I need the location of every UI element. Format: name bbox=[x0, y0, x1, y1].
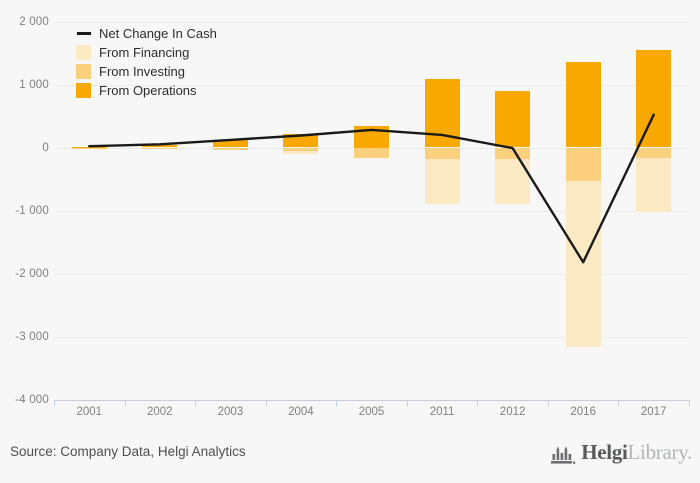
legend-label: From Financing bbox=[99, 45, 190, 60]
y-tick-label: -1 000 bbox=[15, 204, 49, 217]
x-tick-label: 2005 bbox=[358, 405, 385, 418]
bar-segment-from-operations-2017[interactable] bbox=[636, 49, 672, 148]
legend-label: Net Change In Cash bbox=[99, 26, 217, 41]
bar-segment-from-financing-2004[interactable] bbox=[283, 151, 319, 155]
chart-legend: Net Change In Cash From Financing From Inv… bbox=[76, 24, 217, 100]
bar-segment-from-investing-2016[interactable] bbox=[565, 147, 601, 181]
helgi-library-logo[interactable]: Helgi Library. bbox=[550, 438, 692, 466]
bar-segment-from-investing-2005[interactable] bbox=[354, 147, 389, 158]
x-tick-label: 2001 bbox=[76, 405, 103, 418]
legend-item-from-investing[interactable]: From Investing bbox=[76, 62, 217, 81]
bar-segment-from-investing-2003[interactable] bbox=[212, 147, 248, 150]
gridline bbox=[54, 84, 689, 86]
bar-segment-from-operations-2012[interactable] bbox=[495, 91, 531, 148]
bar-segment-from-operations-2003[interactable] bbox=[212, 139, 248, 148]
x-tick-label: 2002 bbox=[147, 405, 173, 418]
x-tick-label: 2003 bbox=[217, 405, 244, 418]
y-tick-label: 2 000 bbox=[19, 15, 49, 28]
x-tick-label: 2004 bbox=[288, 405, 314, 418]
x-axis-tick bbox=[195, 399, 197, 406]
source-text: Source: Company Data, Helgi Analytics bbox=[10, 444, 246, 459]
legend-item-from-financing[interactable]: From Financing bbox=[76, 43, 217, 62]
x-axis-tick bbox=[618, 399, 620, 406]
x-axis-line bbox=[54, 399, 689, 401]
x-tick-label: 2017 bbox=[640, 405, 667, 418]
logo-text-primary: Helgi bbox=[581, 439, 628, 464]
y-tick-label: -3 000 bbox=[15, 330, 49, 343]
x-axis-tick bbox=[689, 399, 690, 406]
bar-segment-from-operations-2005[interactable] bbox=[354, 125, 389, 148]
bar-segment-from-operations-2004[interactable] bbox=[283, 134, 319, 148]
bar-segment-from-operations-2011[interactable] bbox=[424, 78, 460, 148]
x-tick-label: 2011 bbox=[429, 405, 455, 418]
legend-item-from-operations[interactable]: From Operations bbox=[76, 81, 217, 100]
bar-segment-from-financing-2016[interactable] bbox=[565, 180, 601, 348]
bar-segment-from-investing-2017[interactable] bbox=[636, 147, 672, 158]
logo-text-secondary: Library. bbox=[627, 439, 693, 464]
y-tick-label: -2 000 bbox=[15, 267, 49, 280]
x-axis-tick bbox=[265, 399, 267, 406]
x-axis-tick bbox=[336, 399, 338, 406]
legend-label: From Investing bbox=[99, 64, 185, 79]
gridline bbox=[54, 273, 689, 275]
bar-segment-from-financing-2011[interactable] bbox=[424, 158, 460, 204]
bar-segment-from-financing-2012[interactable] bbox=[495, 158, 531, 204]
bar-segment-from-investing-2012[interactable] bbox=[495, 147, 531, 159]
color-swatch-icon bbox=[76, 83, 91, 98]
y-tick-label: -4 000 bbox=[15, 393, 49, 406]
y-tick-label: 0 bbox=[42, 141, 49, 154]
helgi-logo-icon bbox=[551, 446, 576, 464]
legend-label: From Operations bbox=[99, 83, 197, 98]
bar-segment-from-investing-2002[interactable] bbox=[142, 147, 178, 149]
x-axis-tick bbox=[547, 399, 549, 406]
x-tick-label: 2016 bbox=[570, 405, 596, 418]
bar-segment-from-investing-2001[interactable] bbox=[71, 147, 107, 149]
x-axis-tick bbox=[406, 399, 408, 406]
x-axis-tick bbox=[477, 399, 479, 406]
gridline bbox=[54, 21, 689, 23]
chart-footer: Source: Company Data, Helgi Analytics He… bbox=[0, 430, 700, 483]
bar-segment-from-investing-2011[interactable] bbox=[424, 147, 460, 159]
color-swatch-icon bbox=[76, 45, 91, 60]
x-axis-tick bbox=[54, 399, 55, 406]
bar-segment-from-operations-2016[interactable] bbox=[565, 61, 601, 148]
bar-segment-from-financing-2017[interactable] bbox=[636, 157, 672, 213]
color-swatch-icon bbox=[76, 64, 91, 79]
legend-item-net-change-in-cash[interactable]: Net Change In Cash bbox=[76, 24, 217, 43]
y-tick-label: 1 000 bbox=[19, 78, 49, 91]
cash-flow-chart: 2 000 1 000 0 -1 000 -2 000 -3 000 -4 000 2001… bbox=[15, 15, 690, 418]
x-axis-tick bbox=[124, 399, 126, 406]
line-swatch-icon bbox=[77, 32, 91, 35]
gridline bbox=[54, 336, 689, 338]
x-tick-label: 2012 bbox=[499, 405, 526, 418]
